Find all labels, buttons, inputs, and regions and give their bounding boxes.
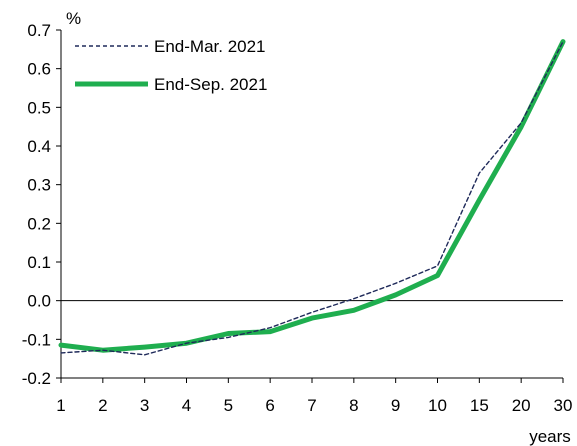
x-tick-label: 6 [265, 396, 274, 415]
y-tick-label: -0.1 [22, 330, 51, 349]
series-line-end-sep-2021 [58, 39, 566, 353]
x-axis: 1 2 3 4 5 6 7 8 9 10 15 20 30 [56, 377, 573, 415]
x-tick-label: 30 [554, 396, 573, 415]
y-tick-label: -0.2 [22, 369, 51, 388]
x-axis-label: years [529, 427, 571, 446]
x-tick-label: 2 [98, 396, 107, 415]
y-tick-label: 0.7 [27, 21, 51, 40]
y-tick-label: 0.2 [27, 214, 51, 233]
x-tick-label: 15 [470, 396, 489, 415]
x-tick-label: 9 [391, 396, 400, 415]
x-tick-label: 10 [428, 396, 447, 415]
x-tick-label: 20 [512, 396, 531, 415]
x-tick-label: 8 [349, 396, 358, 415]
y-tick-label: 0.3 [27, 176, 51, 195]
y-axis: 0.7 0.6 0.5 0.4 0.3 0.2 0.1 0.0 -0.1 -0.2 [22, 21, 563, 388]
y-axis-label: % [66, 9, 81, 28]
plot-area [58, 39, 566, 356]
y-tick-label: 0.1 [27, 253, 51, 272]
y-tick-label: 0.4 [27, 137, 51, 156]
legend: End-Mar. 2021 End-Sep. 2021 [75, 37, 267, 94]
x-tick-label: 3 [140, 396, 149, 415]
legend-label-end-sep-2021: End-Sep. 2021 [154, 75, 267, 94]
x-tick-label: 1 [56, 396, 65, 415]
series-line-end-mar-2021 [60, 40, 564, 356]
x-tick-label: 5 [224, 396, 233, 415]
x-tick-label: 4 [182, 396, 191, 415]
x-tick-label: 7 [307, 396, 316, 415]
y-tick-label: 0.0 [27, 292, 51, 311]
y-tick-label: 0.6 [27, 60, 51, 79]
legend-label-end-mar-2021: End-Mar. 2021 [154, 37, 266, 56]
y-tick-label: 0.5 [27, 98, 51, 117]
